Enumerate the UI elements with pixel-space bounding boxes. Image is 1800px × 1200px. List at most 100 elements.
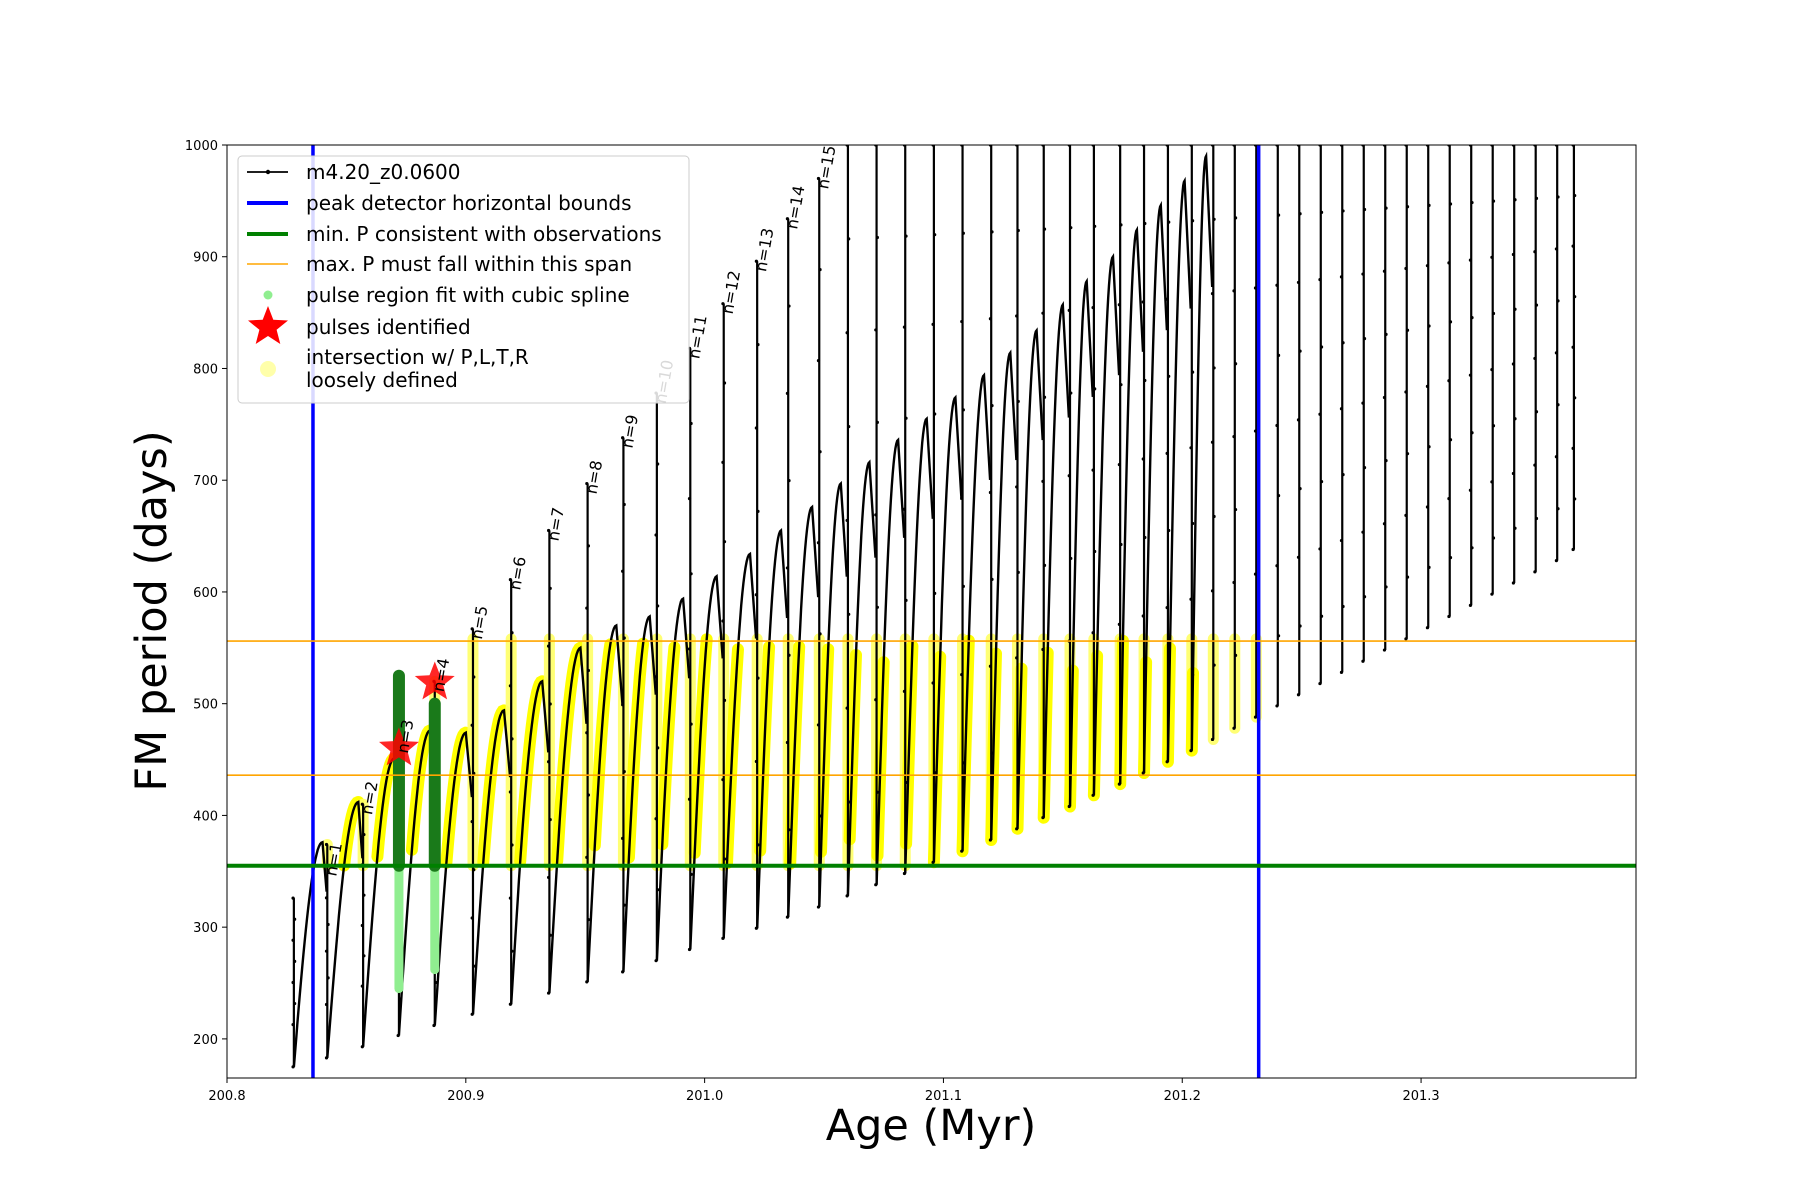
series-point xyxy=(291,896,295,900)
y-tick-label: 300 xyxy=(193,921,218,936)
series-point xyxy=(1427,565,1431,569)
series-point xyxy=(1212,514,1216,519)
series-point xyxy=(1319,614,1324,618)
series-point xyxy=(787,828,791,832)
series-point xyxy=(1275,423,1279,428)
series-point xyxy=(874,513,878,517)
series-point xyxy=(326,869,330,873)
series-point xyxy=(472,964,476,968)
series-point xyxy=(656,462,660,466)
series-point xyxy=(1067,474,1071,478)
series-point xyxy=(586,918,591,922)
y-tick-label: 500 xyxy=(193,698,218,713)
interpulse-arc xyxy=(586,623,624,982)
series-point xyxy=(1015,656,1019,660)
series-point xyxy=(1233,653,1238,657)
series-point xyxy=(1490,480,1494,484)
series-point xyxy=(988,490,993,495)
series-point xyxy=(1253,572,1258,576)
series-point xyxy=(988,317,993,321)
series-point xyxy=(874,698,878,702)
series-point xyxy=(1556,299,1560,303)
series-point xyxy=(1233,216,1238,220)
series-point xyxy=(508,790,512,794)
x-tick-label: 201.2 xyxy=(1164,1089,1201,1104)
series-point xyxy=(1210,292,1215,296)
series-point xyxy=(721,302,725,306)
plot-frame xyxy=(226,144,1637,1079)
interpulse-arc xyxy=(1068,277,1094,807)
series-point xyxy=(722,540,727,544)
series-point xyxy=(508,684,512,688)
series-point xyxy=(585,855,589,859)
series-point xyxy=(874,328,878,332)
series-point xyxy=(1091,305,1095,310)
series-point xyxy=(1361,401,1365,405)
series-point xyxy=(1232,435,1236,439)
series-point xyxy=(1425,264,1430,268)
series-point xyxy=(1384,332,1388,336)
series-point xyxy=(933,412,937,416)
series-point xyxy=(1296,418,1301,422)
x-axis-title: Age (Myr) xyxy=(826,1101,1037,1151)
series-point xyxy=(1143,535,1147,540)
series-point xyxy=(293,917,297,921)
series-point xyxy=(1232,726,1236,730)
x-tick-label: 201.0 xyxy=(686,1089,723,1104)
series-point xyxy=(816,723,821,727)
series-point xyxy=(722,857,727,861)
y-tick-label: 200 xyxy=(193,1033,218,1048)
series-point xyxy=(1534,410,1539,414)
series-point xyxy=(1382,522,1387,526)
series-point xyxy=(1042,563,1047,568)
series-point xyxy=(1513,526,1517,530)
series-point xyxy=(1041,647,1045,652)
series-point xyxy=(1470,316,1474,320)
series-point xyxy=(1167,374,1171,378)
series-point xyxy=(326,976,330,980)
series-point xyxy=(1425,626,1430,630)
plot-area: n=1n=2n=3n=4n=5n=6n=7n=8n=9n=10n=11n=12n… xyxy=(227,145,1636,1078)
series-point xyxy=(1470,200,1474,205)
series-point xyxy=(1091,631,1095,635)
series-point xyxy=(1404,637,1408,641)
series-point xyxy=(1319,345,1324,349)
series-point xyxy=(1189,446,1193,450)
series-point xyxy=(1319,210,1324,214)
series-point xyxy=(1167,528,1171,533)
series-point xyxy=(510,631,514,635)
series-point xyxy=(324,1002,329,1007)
series-point xyxy=(875,420,879,424)
series-point xyxy=(1233,362,1238,366)
y-tick-label: 800 xyxy=(193,362,218,377)
pulse-identified-star xyxy=(379,727,419,766)
series-point xyxy=(990,577,994,581)
interpulse-arc xyxy=(818,480,848,908)
interpulse-arc xyxy=(510,679,550,1005)
interpulse-arc xyxy=(471,708,512,1015)
interpulse-arc xyxy=(622,614,657,972)
interpulse-arc xyxy=(326,800,364,1058)
series-point xyxy=(1556,507,1560,511)
series-point xyxy=(360,984,364,988)
series-point xyxy=(1511,252,1516,257)
series-point xyxy=(1573,295,1577,299)
series-point xyxy=(1117,622,1121,626)
series-point xyxy=(1298,349,1302,353)
series-point xyxy=(621,836,625,840)
interpulse-arc xyxy=(433,730,474,1026)
interpulse-arc xyxy=(292,840,328,1067)
series-point xyxy=(687,497,692,501)
series-point xyxy=(510,843,514,847)
series-point xyxy=(1405,205,1410,209)
series-point xyxy=(360,802,364,806)
series-point xyxy=(621,436,625,440)
series-point xyxy=(1554,247,1558,251)
series-point xyxy=(1382,648,1387,652)
series-point xyxy=(961,231,965,235)
series-point xyxy=(756,509,760,513)
series-point xyxy=(818,632,822,636)
series-point xyxy=(546,644,551,648)
series-point xyxy=(1165,605,1169,610)
